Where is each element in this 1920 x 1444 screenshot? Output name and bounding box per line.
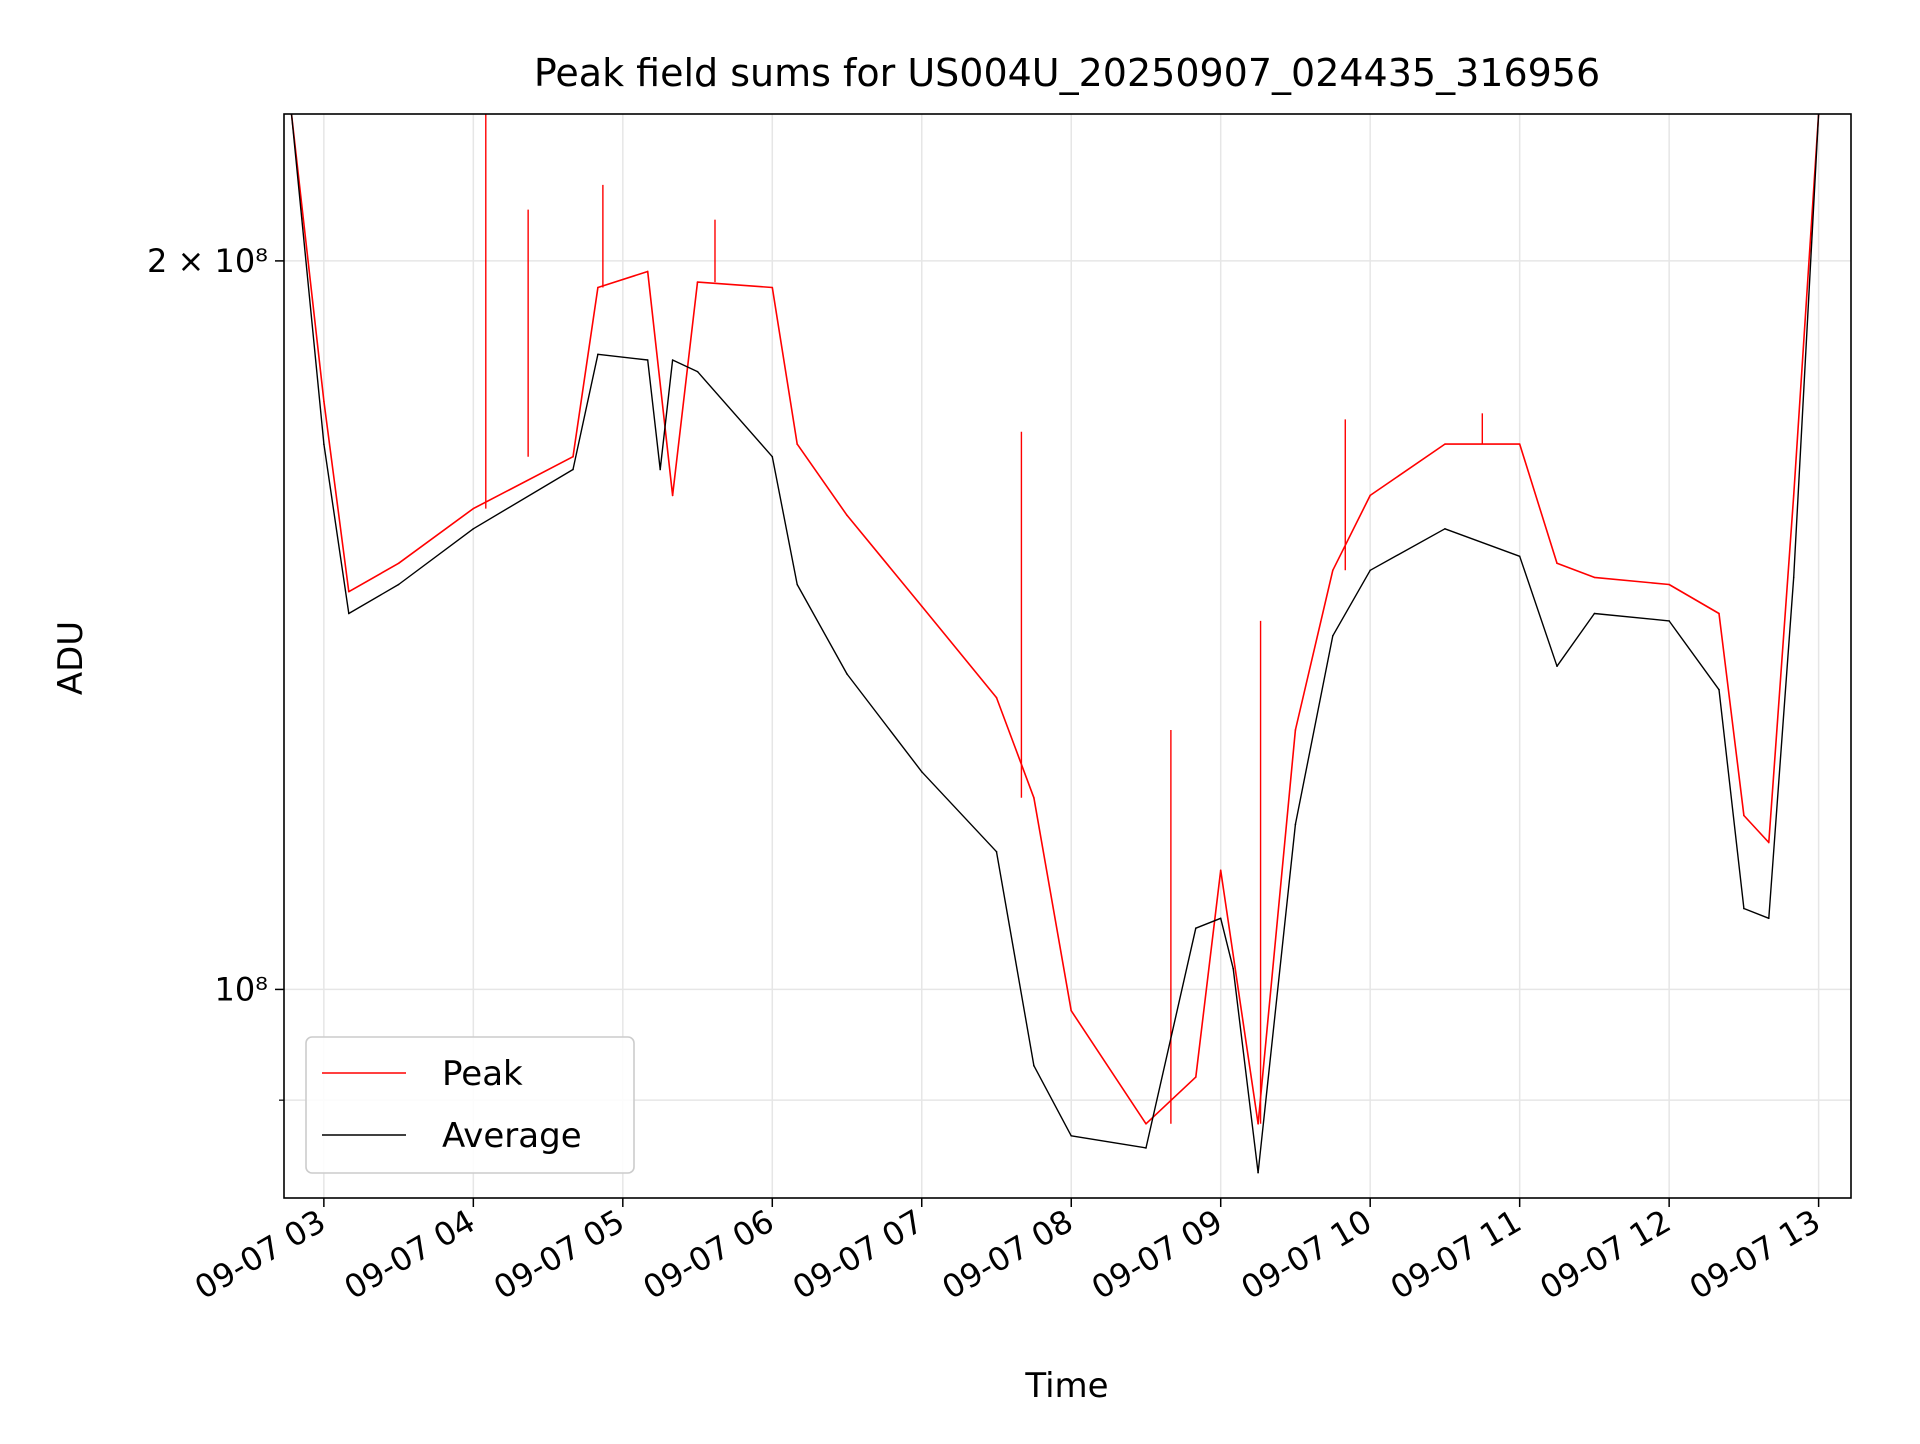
data-point-average [1257, 1171, 1259, 1174]
data-point-peak [1593, 576, 1596, 579]
data-point-peak [1145, 1122, 1147, 1125]
x-tick-label: 09-07 05 [487, 1202, 631, 1307]
series-line-average [290, 114, 1820, 1174]
data-point-peak [472, 507, 475, 510]
data-point-average [1792, 576, 1795, 579]
plot-area [290, 114, 1820, 1174]
data-point-peak [1294, 729, 1297, 731]
data-point-peak [1033, 796, 1035, 799]
x-tick-label: 09-07 09 [1085, 1202, 1229, 1307]
x-tick-label: 09-07 08 [936, 1202, 1080, 1307]
x-tick-label: 09-07 10 [1235, 1202, 1379, 1307]
x-tick-label: 09-07 07 [786, 1202, 930, 1307]
data-point-peak [771, 286, 774, 289]
data-point-peak [1444, 443, 1446, 445]
chart-title: Peak field sums for US004U_20250907_0244… [534, 51, 1600, 95]
data-point-average [1145, 1147, 1147, 1149]
data-point-average [1668, 620, 1670, 622]
data-point-peak [1556, 562, 1558, 565]
x-tick-label: 09-07 12 [1534, 1202, 1678, 1307]
data-point-peak [1332, 569, 1334, 572]
data-point-average [646, 359, 649, 361]
series-line-peak [290, 114, 1820, 1125]
legend-box [305, 1036, 635, 1174]
data-point-peak [1743, 814, 1745, 817]
data-point-peak [1668, 583, 1670, 586]
data-point-peak [1070, 1009, 1073, 1012]
data-point-average [1518, 555, 1521, 558]
data-point-peak [995, 696, 998, 699]
data-point-peak [1792, 494, 1795, 497]
data-point-average [323, 443, 325, 445]
data-point-average [347, 612, 350, 615]
data-point-average [397, 583, 400, 586]
data-point-peak [1518, 443, 1521, 445]
data-point-average [659, 468, 661, 471]
legend-label-average: Average [442, 1116, 582, 1156]
data-point-peak [323, 400, 325, 403]
data-point-average [771, 455, 774, 458]
data-point-average [597, 353, 599, 356]
y-tick-label: 10⁸ [214, 970, 268, 1008]
data-point-peak [347, 590, 350, 593]
legend: Peak Average [305, 1036, 635, 1174]
legend-label-peak: Peak [442, 1054, 523, 1094]
data-point-peak [572, 455, 574, 458]
data-point-peak [920, 605, 923, 607]
data-point-average [472, 527, 475, 530]
x-tick-label: 09-07 06 [637, 1202, 781, 1307]
axes-frame [283, 113, 1852, 1199]
data-point-average [1294, 823, 1297, 826]
y-tick-label: 2 × 10⁸ [147, 242, 268, 280]
data-point-peak [646, 270, 649, 273]
data-point-peak [696, 281, 699, 283]
data-point-average [1743, 907, 1745, 910]
grid [284, 114, 1851, 1198]
data-point-average [1232, 967, 1234, 970]
data-point-average [1718, 688, 1720, 691]
data-point-average [1556, 665, 1558, 668]
data-point-average [995, 850, 998, 853]
data-point-peak [846, 514, 848, 517]
data-point-average [1444, 527, 1446, 530]
data-point-peak [1257, 1122, 1259, 1125]
data-point-peak [1369, 494, 1371, 497]
data-point-average [1219, 917, 1222, 920]
data-point-average [572, 468, 574, 471]
data-point-average [1033, 1064, 1035, 1067]
data-point-peak [397, 562, 400, 565]
data-point-average [696, 370, 699, 373]
data-point-average [1767, 917, 1770, 920]
data-point-average [1369, 569, 1371, 572]
data-point-average [1332, 634, 1334, 637]
y-axis-label: ADU [51, 621, 91, 695]
data-point-average [1593, 612, 1596, 615]
data-point-peak [1767, 841, 1770, 844]
x-axis-label: Time [1024, 1366, 1108, 1406]
x-tick-label: 09-07 03 [188, 1202, 332, 1307]
data-point-peak [1718, 612, 1720, 615]
data-point-peak [1194, 1076, 1197, 1078]
data-point-peak [796, 443, 798, 445]
data-point-average [920, 771, 923, 773]
data-point-average [1194, 927, 1197, 929]
x-tick-label: 09-07 04 [338, 1202, 482, 1307]
data-point-average [846, 673, 848, 675]
data-point-average [671, 359, 674, 361]
data-point-average [796, 583, 798, 586]
x-tick-label: 09-07 11 [1384, 1202, 1528, 1307]
data-point-peak [1219, 869, 1222, 872]
data-point-peak [597, 286, 599, 289]
data-point-average [1070, 1134, 1073, 1137]
x-tick-label: 09-07 13 [1683, 1202, 1827, 1307]
data-point-peak [671, 494, 674, 497]
